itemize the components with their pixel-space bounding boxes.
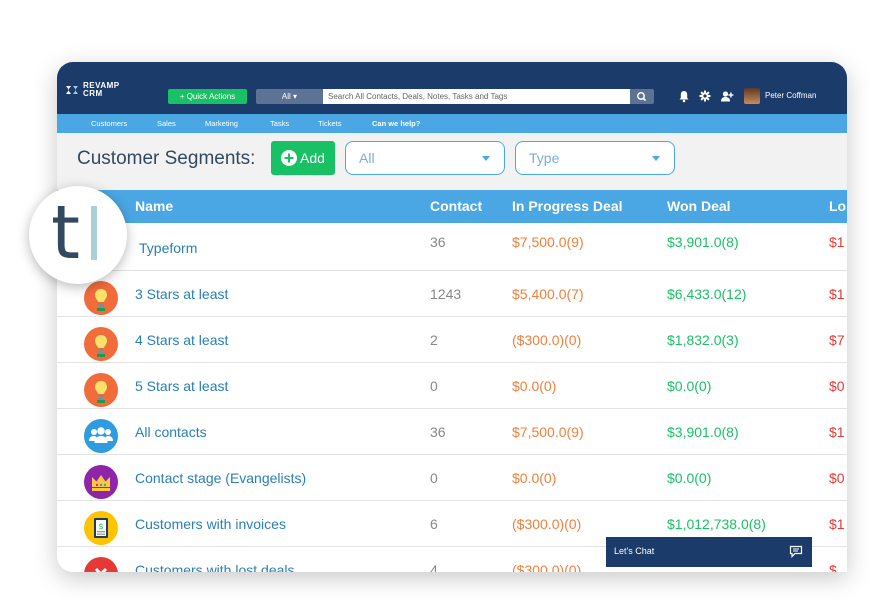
segment-name[interactable]: Customers with lost deals xyxy=(135,562,295,572)
lightbulb-icon xyxy=(84,281,118,315)
in-progress-deal-value: ($300.0)(0) xyxy=(512,332,582,348)
lost-deal-value: $1 xyxy=(829,286,845,302)
search-scope-select[interactable]: All ▾ xyxy=(256,89,323,104)
typeform-bar-mark xyxy=(91,206,97,260)
logo-text-line2: CRM xyxy=(83,89,103,98)
contact-count: 0 xyxy=(430,378,438,394)
column-header-lost-deal[interactable]: Lo xyxy=(829,198,847,214)
typeform-letter: t xyxy=(51,190,81,276)
contact-count: 36 xyxy=(430,424,446,440)
in-progress-deal-value: $7,500.0(9) xyxy=(512,424,584,440)
won-deal-value: $1,832.0(3) xyxy=(667,332,739,348)
search-icon xyxy=(637,92,647,102)
in-progress-deal-value: $0.0(0) xyxy=(512,378,557,394)
main-nav: Customers Sales Marketing Tasks Tickets … xyxy=(57,114,847,133)
contact-count: 1243 xyxy=(430,286,462,302)
typeform-logo-badge: t xyxy=(29,186,127,284)
avatar[interactable] xyxy=(744,88,760,104)
lost-deal-value: $0 xyxy=(829,470,845,486)
won-deal-value: $6,433.0(12) xyxy=(667,286,747,302)
add-button-label: Add xyxy=(300,150,325,166)
column-header-in-progress-deal[interactable]: In Progress Deal xyxy=(512,198,623,214)
top-bar: REVAMP CRM + Quick Actions All ▾ xyxy=(57,62,847,114)
search-button[interactable] xyxy=(630,89,654,104)
nav-item-customers[interactable]: Customers xyxy=(91,119,128,128)
contact-count: 6 xyxy=(430,516,438,532)
chat-label: Let's Chat xyxy=(614,546,655,556)
contact-count: 2 xyxy=(430,332,438,348)
segment-name[interactable]: Customers with invoices xyxy=(135,516,286,532)
in-progress-deal-value: ($300.0)(0) xyxy=(512,516,582,532)
lost-deal-value: $ xyxy=(829,562,837,572)
plus-circle-icon xyxy=(281,150,297,166)
invoice-icon: $ xyxy=(84,511,118,545)
nav-item-sales[interactable]: Sales xyxy=(157,119,176,128)
nav-item-marketing[interactable]: Marketing xyxy=(205,119,238,128)
segment-filter-value: All xyxy=(359,150,375,166)
svg-text:$: $ xyxy=(98,522,103,531)
segment-name[interactable]: 4 Stars at least xyxy=(135,332,229,348)
crown-icon xyxy=(84,465,118,499)
lost-deal-value: $1 xyxy=(829,516,845,532)
lost-deal-icon xyxy=(84,557,118,572)
gear-icon[interactable] xyxy=(698,89,712,103)
lost-deal-value: $7 xyxy=(829,332,845,348)
chat-widget[interactable]: Let's Chat xyxy=(606,537,812,567)
segment-name[interactable]: Typeform xyxy=(139,240,198,256)
add-user-icon[interactable] xyxy=(720,89,734,103)
in-progress-deal-value: $7,500.0(9) xyxy=(512,234,584,250)
nav-item-tickets[interactable]: Tickets xyxy=(318,119,342,128)
nav-item-tasks[interactable]: Tasks xyxy=(270,119,290,128)
segment-name[interactable]: All contacts xyxy=(135,424,207,440)
type-filter-value: Type xyxy=(529,150,560,166)
nav-item-help[interactable]: Can we help? xyxy=(372,119,421,128)
table-row[interactable]: 4 Stars at least 2 ($300.0)(0) $1,832.0(… xyxy=(57,317,847,363)
in-progress-deal-value: $5,400.0(7) xyxy=(512,286,584,302)
search-input[interactable] xyxy=(323,89,630,104)
won-deal-value: $3,901.0(8) xyxy=(667,234,739,250)
quick-actions-button[interactable]: + Quick Actions xyxy=(168,89,247,104)
chevron-down-icon xyxy=(482,156,490,161)
add-segment-button[interactable]: Add xyxy=(271,141,335,175)
contact-count: 36 xyxy=(430,234,446,250)
people-icon xyxy=(84,419,118,453)
lost-deal-value: $1 xyxy=(829,424,845,440)
app-window: REVAMP CRM + Quick Actions All ▾ xyxy=(57,62,847,572)
bell-icon[interactable] xyxy=(677,89,691,103)
table-row[interactable]: Typeform 36 $7,500.0(9) $3,901.0(8) $1 xyxy=(57,223,847,271)
contact-count: 4 xyxy=(430,562,438,572)
table-header: Name Contact In Progress Deal Won Deal L… xyxy=(57,190,847,223)
lost-deal-value: $0 xyxy=(829,378,845,394)
page-title: Customer Segments: xyxy=(77,148,256,169)
logo-mark-icon xyxy=(66,86,78,94)
table-row[interactable]: 5 Stars at least 0 $0.0(0) $0.0(0) $0 xyxy=(57,363,847,409)
column-header-won-deal[interactable]: Won Deal xyxy=(667,198,731,214)
table-row[interactable]: All contacts 36 $7,500.0(9) $3,901.0(8) … xyxy=(57,409,847,455)
won-deal-value: $1,012,738.0(8) xyxy=(667,516,766,532)
type-filter-select[interactable]: Type xyxy=(515,141,675,175)
lightbulb-icon xyxy=(84,327,118,361)
column-header-name[interactable]: Name xyxy=(135,198,174,214)
chevron-down-icon xyxy=(652,156,660,161)
table-row[interactable]: 3 Stars at least 1243 $5,400.0(7) $6,433… xyxy=(57,271,847,317)
logo-text-line1: REVAMP xyxy=(83,81,120,90)
segment-name[interactable]: 3 Stars at least xyxy=(135,286,229,302)
contact-count: 0 xyxy=(430,470,438,486)
lost-deal-value: $1 xyxy=(829,234,845,250)
segment-name[interactable]: Contact stage (Evangelists) xyxy=(135,470,307,486)
table-row[interactable]: Contact stage (Evangelists) 0 $0.0(0) $0… xyxy=(57,455,847,501)
won-deal-value: $0.0(0) xyxy=(667,378,712,394)
in-progress-deal-value: ($300.0)(0) xyxy=(512,562,582,572)
chat-icon xyxy=(789,545,803,558)
won-deal-value: $3,901.0(8) xyxy=(667,424,739,440)
lightbulb-icon xyxy=(84,373,118,407)
won-deal-value: $0.0(0) xyxy=(667,470,712,486)
segment-name[interactable]: 5 Stars at least xyxy=(135,378,229,394)
column-header-contact[interactable]: Contact xyxy=(430,198,483,214)
segment-filter-select[interactable]: All xyxy=(345,141,505,175)
user-name[interactable]: Peter Coffman xyxy=(765,91,817,100)
in-progress-deal-value: $0.0(0) xyxy=(512,470,557,486)
